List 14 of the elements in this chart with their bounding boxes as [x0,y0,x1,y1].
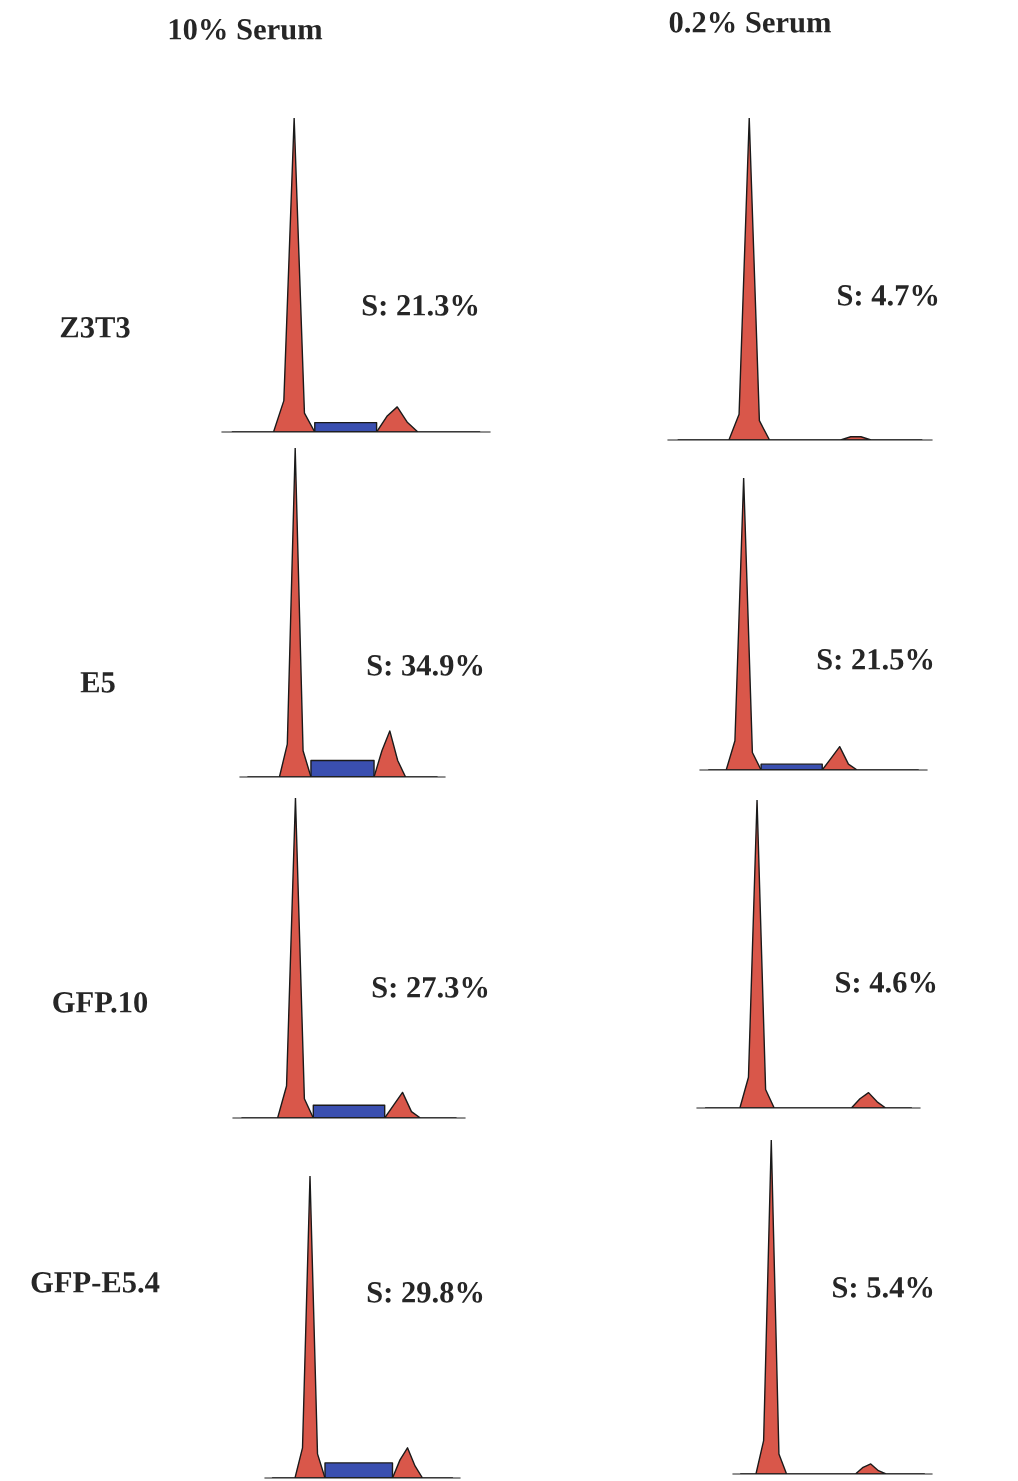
annotation: S: 27.3% [372,977,488,998]
text: Z3T3 [60,317,130,338]
text: GFP-E5.4 [31,1272,160,1293]
text: 0.2% Serum [669,12,831,33]
annotation: S: 21.5% [817,649,933,670]
annotation: S: 5.4% [833,1277,933,1298]
annotation: S: 4.6% [836,972,936,993]
annotation: S: 29.8% [367,1282,483,1303]
annotation: S: 21.3% [362,295,478,316]
text: E5 [80,672,115,693]
annotation: S: 4.7% [838,285,938,306]
text: GFP.10 [53,992,148,1013]
annotation: S: 34.9% [367,655,483,676]
text: 10% Serum [169,19,323,40]
